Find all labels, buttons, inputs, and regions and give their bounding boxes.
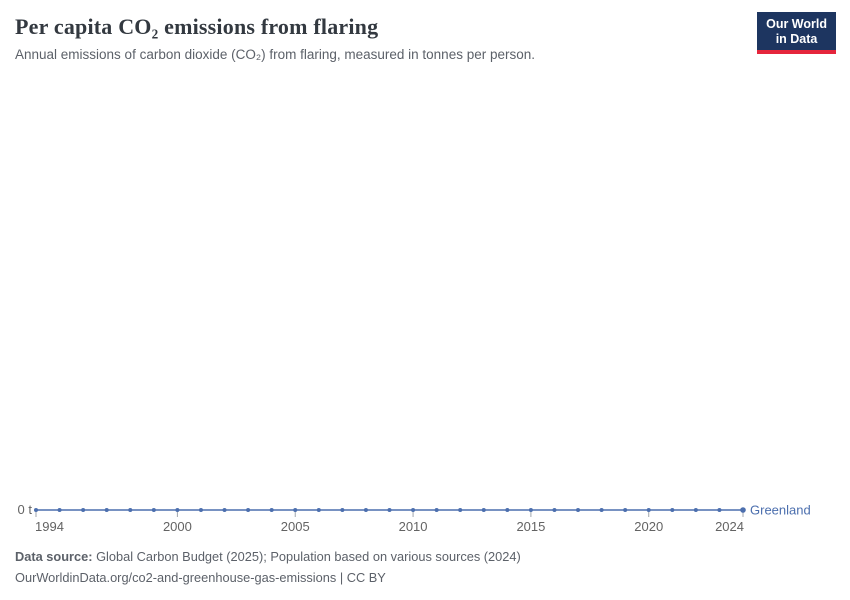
chart-title: Per capita CO₂ emissions from flaring xyxy=(15,14,379,39)
x-axis-label: 2024 xyxy=(715,519,744,534)
data-point xyxy=(552,508,557,512)
data-point xyxy=(340,508,345,512)
data-point xyxy=(576,508,581,512)
x-axis-label: 1994 xyxy=(35,519,64,534)
data-point xyxy=(198,508,203,512)
data-source-label: Data source: xyxy=(15,549,93,564)
license-line: OurWorldinData.org/co2-and-greenhouse-ga… xyxy=(15,567,521,588)
data-point xyxy=(128,508,133,512)
data-source-text: Global Carbon Budget (2025); Population … xyxy=(96,549,521,564)
data-point xyxy=(222,508,227,512)
y-axis-label: 0 t xyxy=(18,502,33,517)
data-point xyxy=(34,508,38,512)
owid-logo-line2: in Data xyxy=(775,32,818,46)
x-axis-label: 2020 xyxy=(634,519,663,534)
data-point xyxy=(481,508,486,512)
data-point xyxy=(246,508,251,512)
x-axis-label: 2000 xyxy=(163,519,192,534)
footer-license: CC BY xyxy=(346,570,386,585)
data-point xyxy=(623,508,628,512)
footer-separator: | xyxy=(339,570,344,585)
x-axis-label: 2005 xyxy=(281,519,310,534)
chart-subtitle: Annual emissions of carbon dioxide (CO₂)… xyxy=(15,47,535,62)
data-point xyxy=(670,508,675,512)
data-point xyxy=(316,508,321,512)
data-point xyxy=(293,508,298,512)
data-point xyxy=(363,508,368,512)
data-point xyxy=(599,508,604,512)
x-axis-label: 2010 xyxy=(399,519,428,534)
data-point xyxy=(434,508,439,512)
data-point xyxy=(57,508,62,512)
data-point xyxy=(175,508,180,512)
series-label-greenland[interactable]: Greenland xyxy=(750,503,811,518)
data-point xyxy=(528,508,533,512)
data-source-line: Data source: Global Carbon Budget (2025)… xyxy=(15,546,521,567)
data-point xyxy=(269,508,274,512)
line-chart-plot-area: 1994 2000 2005 2010 2015 2020 2024 0 t Greenland xyxy=(18,502,811,534)
footer-url[interactable]: OurWorldinData.org/co2-and-greenhouse-ga… xyxy=(15,570,337,585)
data-point xyxy=(693,508,698,512)
data-point xyxy=(81,508,86,512)
chart-header: Per capita CO₂ emissions from flaring An… xyxy=(15,14,755,62)
chart-footer: Data source: Global Carbon Budget (2025)… xyxy=(15,546,521,588)
data-point xyxy=(458,508,463,512)
owid-logo[interactable]: Our World in Data xyxy=(757,12,836,54)
series-end-marker xyxy=(740,507,746,513)
data-point xyxy=(717,508,722,512)
owid-logo-line1: Our World xyxy=(766,17,827,31)
data-point xyxy=(411,508,416,512)
data-point xyxy=(104,508,109,512)
x-axis-label: 2015 xyxy=(516,519,545,534)
data-point xyxy=(505,508,510,512)
data-point xyxy=(646,508,651,512)
data-point xyxy=(151,508,156,512)
data-point xyxy=(387,508,392,512)
